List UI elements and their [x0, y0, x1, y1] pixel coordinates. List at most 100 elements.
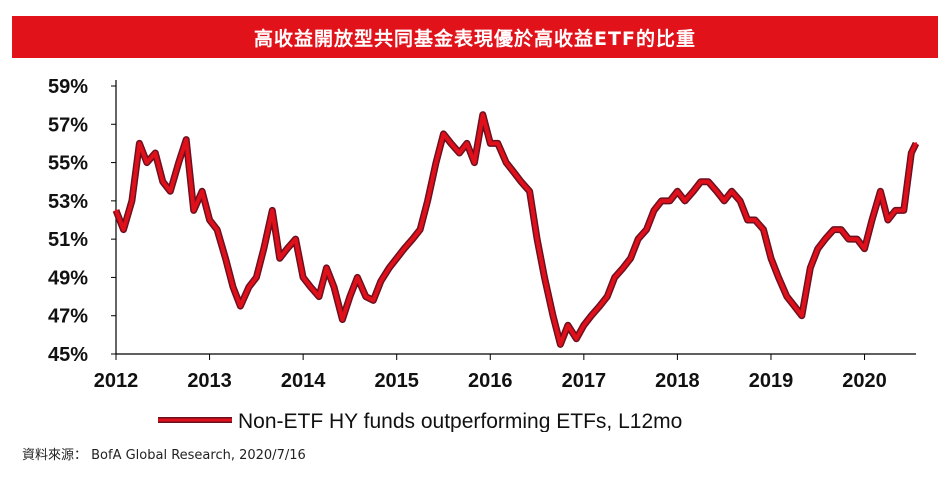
data-point: [231, 285, 235, 289]
data-point: [652, 209, 656, 212]
data-point: [145, 161, 149, 164]
data-point: [723, 199, 726, 203]
data-point: [278, 257, 281, 260]
data-point: [341, 318, 344, 321]
data-point: [785, 295, 789, 298]
data-point: [458, 151, 461, 155]
data-point: [730, 190, 733, 193]
data-point: [271, 209, 274, 212]
y-tick-label: 55%: [48, 153, 88, 175]
data-point: [512, 170, 515, 174]
chart-title-banner: 高收益開放型共同基金表現優於高收益ETF的比重: [12, 16, 938, 58]
data-point: [388, 266, 391, 270]
data-point: [629, 257, 632, 260]
x-tick-label: 2018: [655, 370, 700, 392]
data-point: [590, 314, 593, 317]
data-point: [122, 228, 125, 231]
data-point: [582, 324, 585, 327]
data-point: [434, 161, 438, 164]
legend: Non-ETF HY funds outperforming ETFs, L12…: [158, 410, 682, 433]
x-tick-label: 2013: [187, 370, 232, 392]
data-point: [914, 142, 918, 145]
data-point: [753, 218, 757, 222]
data-point: [660, 199, 663, 203]
data-point: [839, 228, 843, 231]
data-point: [200, 190, 204, 193]
data-point: [769, 257, 773, 260]
banner-title: 高收益開放型共同基金表現優於高收益ETF的比重: [254, 27, 696, 50]
data-point: [566, 324, 570, 327]
data-point: [793, 304, 796, 308]
data-point: [777, 276, 780, 279]
y-tick-label: 49%: [48, 267, 88, 289]
source-note: 資料來源： BofA Global Research, 2020/7/16: [22, 448, 306, 463]
data-point: [816, 247, 819, 250]
x-tick-label: 2017: [562, 370, 607, 392]
series-line: [114, 112, 918, 347]
data-point: [551, 314, 555, 317]
data-point: [645, 228, 648, 231]
data-point: [863, 247, 866, 250]
data-point: [762, 228, 765, 231]
data-point: [418, 228, 422, 231]
data-point: [535, 237, 539, 241]
data-point: [489, 142, 492, 145]
data-point: [832, 228, 835, 231]
data-point: [746, 218, 749, 222]
data-point: [130, 199, 134, 203]
y-axis: 45% 47% 49% 51% 53% 55% 57% 59%: [48, 76, 116, 366]
data-point: [870, 218, 874, 222]
data-point: [395, 257, 398, 260]
data-point: [496, 142, 499, 145]
data-point: [255, 276, 258, 279]
y-tick-label: 57%: [48, 114, 88, 136]
data-point: [879, 190, 882, 193]
data-point: [177, 161, 180, 164]
data-point: [356, 276, 359, 279]
data-point: [481, 113, 484, 116]
y-tick-label: 47%: [48, 306, 88, 328]
data-point: [208, 218, 211, 222]
data-point: [364, 295, 367, 298]
data-point: [449, 142, 453, 145]
data-point: [613, 276, 616, 279]
data-point: [606, 295, 609, 298]
data-point: [309, 285, 312, 289]
data-point: [465, 142, 469, 145]
data-point: [855, 237, 859, 241]
data-point: [683, 199, 687, 203]
data-point: [325, 266, 328, 270]
data-point: [621, 266, 625, 270]
data-point: [505, 161, 508, 164]
data-point: [426, 199, 429, 203]
y-tick-label: 53%: [48, 191, 88, 213]
data-point: [372, 299, 375, 302]
data-point: [403, 247, 406, 250]
data-point: [707, 180, 710, 183]
data-point: [379, 280, 382, 283]
data-point: [192, 209, 195, 212]
x-tick-label: 2016: [468, 370, 513, 392]
data-point: [692, 190, 695, 193]
chart-area: 45% 47% 49% 51% 53% 55% 57% 59% 2012 2013 2014 201…: [0, 62, 952, 433]
data-point: [847, 237, 850, 241]
data-point: [185, 138, 188, 141]
x-tick-label: 2015: [374, 370, 419, 392]
data-point: [824, 237, 827, 241]
data-point: [543, 276, 546, 279]
data-point: [286, 247, 289, 250]
data-point: [738, 199, 742, 203]
data-point: [332, 285, 336, 289]
data-point: [668, 199, 672, 203]
data-point: [902, 209, 905, 212]
data-point: [809, 266, 812, 270]
data-point: [294, 237, 297, 241]
data-point: [247, 285, 251, 289]
legend-label: Non-ETF HY funds outperforming ETFs, L12…: [238, 410, 682, 432]
data-point: [910, 151, 913, 155]
data-point: [575, 337, 578, 340]
x-tick-label: 2014: [281, 370, 326, 392]
x-axis: 2012 2013 2014 2015 2016 2017 2018 2019 2020: [94, 354, 887, 392]
data-point: [715, 190, 718, 193]
data-point: [154, 151, 157, 155]
